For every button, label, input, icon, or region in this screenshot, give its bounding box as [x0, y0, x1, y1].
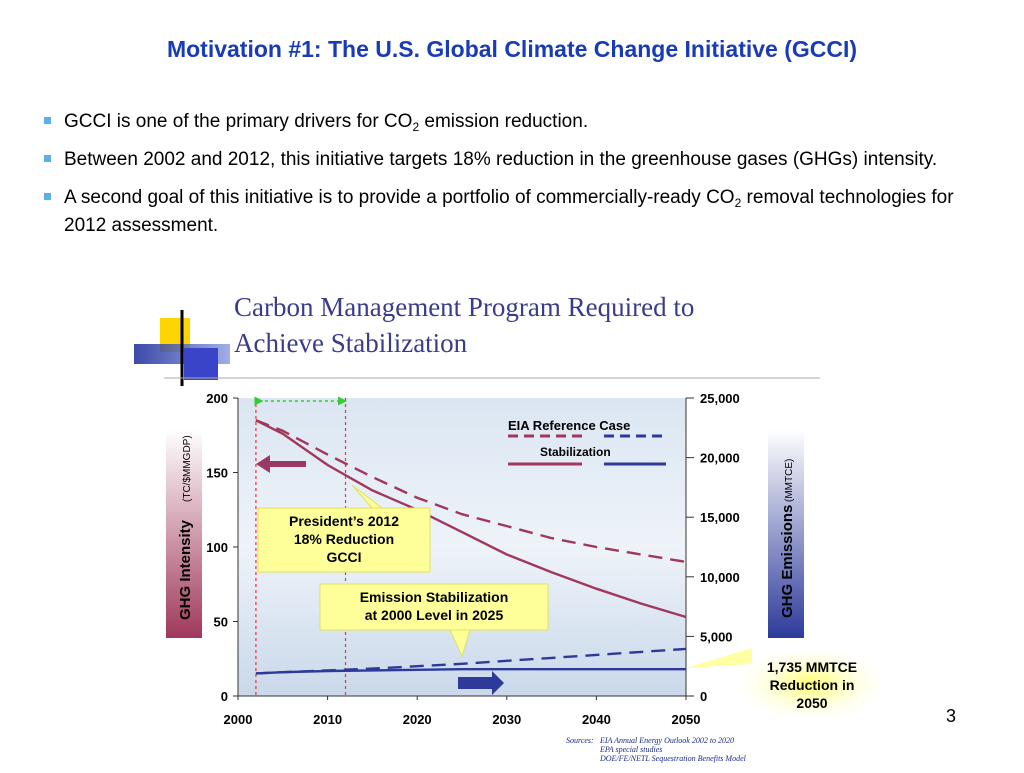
right-axis-label-bg [768, 430, 804, 638]
left-tick-label: 100 [206, 540, 228, 555]
left-tick-label: 200 [206, 391, 228, 406]
right-arrow-icon [458, 671, 504, 695]
decor-arrows [256, 455, 504, 695]
bullet-item: Between 2002 and 2012, this initiative t… [44, 146, 974, 174]
right-tick-label: 15,000 [700, 510, 740, 525]
left-arrow-icon [256, 455, 306, 473]
x-tick-label: 2050 [672, 712, 701, 727]
left-tick-label: 0 [221, 689, 228, 704]
sources-label: Sources: [566, 736, 594, 745]
series-line-left-solid [255, 419, 687, 619]
callout-box [257, 507, 431, 573]
bullet-item: GCCI is one of the primary drivers for C… [44, 108, 974, 136]
x-tick-label: 2010 [313, 712, 342, 727]
bullet-text-cont: removal technologies for 2012 assessment… [64, 187, 954, 236]
bullet-marker [44, 155, 51, 162]
right-tick-label: 20,000 [700, 451, 740, 466]
callout-line: Reduction in [770, 677, 855, 693]
right-tick-label: 10,000 [700, 570, 740, 585]
slide-title: Motivation #1: The U.S. Global Climate C… [166, 36, 858, 62]
left-tick-label: 50 [214, 615, 228, 630]
page-number: 3 [946, 706, 957, 726]
sources-line: EPA special studies [599, 745, 662, 754]
subscript: 2 [412, 120, 420, 134]
bullet-item: A second goal of this initiative is to p… [44, 184, 974, 240]
reduction-2050-callout: 1,735 MMTCE Reduction in 2050 [686, 648, 880, 718]
right-axis-label: GHG Emissions [779, 505, 796, 618]
left-axis-label: GHG Intensity [177, 519, 194, 620]
bullet-marker [44, 117, 51, 124]
sources: Sources: EIA Annual Energy Outlook 2002 … [566, 736, 747, 763]
right-tick-label: 0 [700, 689, 707, 704]
sources-line: EIA Annual Energy Outlook 2002 to 2020 [599, 736, 734, 745]
x-tick-label: 2000 [224, 712, 253, 727]
heading-decoration [134, 310, 820, 386]
bullet-marker [44, 193, 51, 200]
callout-line: 18% Reduction [294, 531, 394, 547]
x-tick-label: 2040 [582, 712, 611, 727]
bullet-text: Between 2002 and 2012, this initiative t… [64, 149, 938, 170]
x-tick-label: 2020 [403, 712, 432, 727]
callout-line: Emission Stabilization [360, 589, 509, 605]
subscript: 2 [734, 196, 742, 210]
right-tick-label: 25,000 [700, 391, 740, 406]
left-tick-label: 150 [206, 466, 228, 481]
figure-heading-line1: Carbon Management Program Required to [234, 292, 694, 322]
figure: Carbon Management Program Required to Ac… [120, 280, 890, 768]
x-tick-label: 2030 [492, 712, 521, 727]
legend: EIA Reference Case Stabilization [508, 418, 666, 466]
sources-line: DOE/FE/NETL Sequestration Benefits Model [599, 754, 747, 763]
callout-line: at 2000 Level in 2025 [365, 607, 504, 623]
bullet-text: GCCI is one of the primary drivers for C… [64, 111, 413, 132]
bullet-text-cont: emission reduction. [419, 111, 589, 132]
series-line-left-dashed [255, 419, 687, 564]
bullet-list: GCCI is one of the primary drivers for C… [44, 108, 974, 250]
series-line-right-solid [255, 668, 686, 675]
legend-second: Stabilization [540, 445, 611, 459]
right-axis-units: (MMTCE) [784, 459, 795, 502]
callout-box [319, 583, 549, 631]
callout-line: 1,735 MMTCE [767, 659, 857, 675]
callout-line: 2050 [796, 695, 827, 711]
callout-line: GCCI [327, 549, 362, 565]
right-tick-label: 5,000 [700, 629, 733, 644]
left-axis-units: (TC/$MMGDP) [182, 435, 193, 502]
left-axis-label-bg [166, 430, 202, 638]
callout-glow [742, 650, 880, 718]
legend-title: EIA Reference Case [508, 418, 630, 433]
bullet-text: A second goal of this initiative is to p… [64, 187, 735, 208]
figure-heading-line2: Achieve Stabilization [234, 328, 468, 358]
callout-line: President’s 2012 [289, 513, 399, 529]
presidents-goal-callout: President’s 2012 18% Reduction GCCI [257, 484, 431, 573]
chart-svg: Carbon Management Program Required to Ac… [134, 292, 880, 763]
stabilization-callout: Emission Stabilization at 2000 Level in … [319, 583, 549, 658]
